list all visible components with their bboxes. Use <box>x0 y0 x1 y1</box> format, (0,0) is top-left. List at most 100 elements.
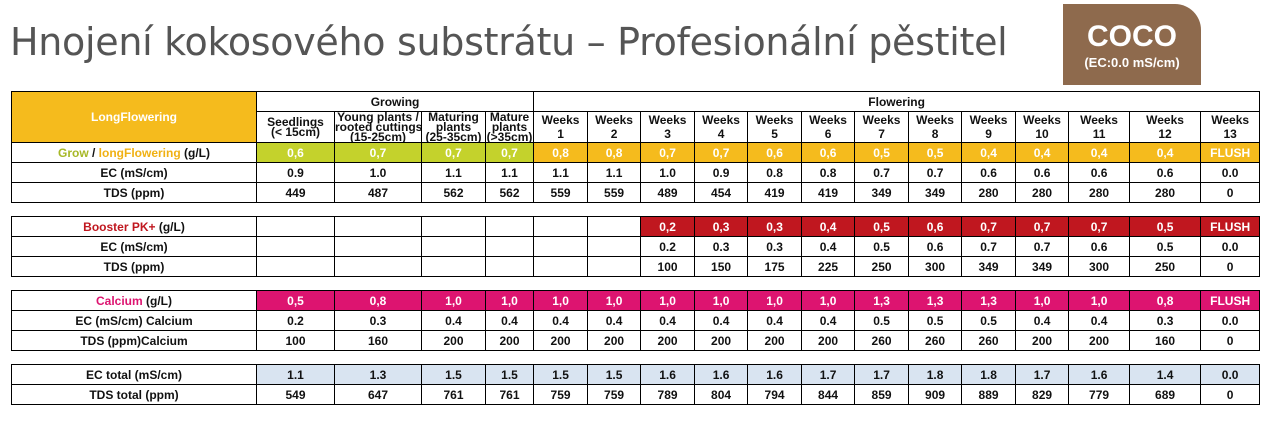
value-cell: 0.8 <box>801 162 856 183</box>
value-cell: 0,5 <box>256 290 335 311</box>
value-cell: FLUSH <box>1200 216 1261 237</box>
value-cell: 0.3 <box>334 310 422 331</box>
week-header: Weeks 1 <box>533 111 589 143</box>
value-cell: 200 <box>484 330 535 351</box>
value-cell: 0,4 <box>1068 142 1131 163</box>
booster-ec-row: EC (mS/cm) 0.2 0.3 0.3 0.4 0.5 0.6 0.7 0.7 0.6 0.5… <box>11 236 1261 257</box>
row-label: EC total (mS/cm) <box>11 364 257 385</box>
row-label: EC (mS/cm) Calcium <box>11 310 257 331</box>
value-cell: 909 <box>908 384 963 405</box>
value-cell: 0,7 <box>1068 216 1131 237</box>
value-cell: 0,6 <box>908 216 963 237</box>
value-cell: 0.3 <box>694 236 749 257</box>
value-cell: 689 <box>1129 384 1202 405</box>
value-cell: 0 <box>1200 384 1261 405</box>
growing-header: Growing <box>255 91 535 112</box>
value-cell: 0.4 <box>640 310 696 331</box>
week-header: Weeks 5 <box>747 111 803 143</box>
value-cell: 0.9 <box>694 162 749 183</box>
grow-ec-label: EC (mS/cm) <box>100 165 168 180</box>
value-cell: 300 <box>1068 256 1131 277</box>
value-cell: 0.6 <box>1015 162 1070 183</box>
value-cell: 0.3 <box>747 236 803 257</box>
booster-tds-row: TDS (ppm) 100 150 175 225 250 300 349 349 300 250 0 <box>11 256 1261 277</box>
value-cell: 1.1 <box>587 162 642 183</box>
ec-total-label: EC total (mS/cm) <box>85 367 182 382</box>
value-cell: 1,0 <box>640 290 696 311</box>
value-cell: 559 <box>533 182 589 203</box>
value-cell: 1.7 <box>801 364 856 385</box>
value-cell: 1.1 <box>533 162 589 183</box>
value-cell: 0,7 <box>334 142 422 163</box>
value-cell: 0.6 <box>908 236 963 257</box>
grow-tds-label: TDS (ppm) <box>103 185 165 200</box>
value-cell: 1,0 <box>533 290 589 311</box>
value-cell: 349 <box>961 256 1017 277</box>
value-cell: 1,0 <box>1068 290 1131 311</box>
value-cell: 260 <box>908 330 963 351</box>
spacer-cell <box>12 277 1260 291</box>
coco-badge-sub: (EC:0.0 mS/cm) <box>1084 55 1180 70</box>
calcium-ec-label: EC (mS/cm) Calcium <box>75 313 193 328</box>
value-cell: 0.7 <box>1015 236 1070 257</box>
value-cell: 1.8 <box>961 364 1017 385</box>
calcium-tds-row: TDS (ppm)Calcium 100 160 200 200 200 200 200 200… <box>11 330 1261 351</box>
value-cell <box>256 256 335 277</box>
value-cell: 487 <box>334 182 422 203</box>
value-cell: 200 <box>801 330 856 351</box>
value-cell: 0,8 <box>587 142 642 163</box>
calcium-ec-row: EC (mS/cm) Calcium 0.2 0.3 0.4 0.4 0.4 0.4 0.4 0… <box>11 310 1261 331</box>
week-header: Weeks 13 <box>1200 111 1261 143</box>
spacer-cell <box>12 203 1260 217</box>
value-cell: 1,3 <box>961 290 1017 311</box>
value-cell: 1.1 <box>421 162 486 183</box>
row-label: Calcium (g/L) <box>11 290 257 311</box>
value-cell: 0,3 <box>747 216 803 237</box>
value-cell: 0.0 <box>1200 162 1261 183</box>
value-cell: 0.2 <box>256 310 335 331</box>
value-cell: 0 <box>1200 256 1261 277</box>
value-cell: 0.5 <box>908 310 963 331</box>
value-cell: 1.0 <box>640 162 696 183</box>
value-cell: 1.7 <box>854 364 910 385</box>
value-cell: 647 <box>334 384 422 405</box>
value-cell: 1,0 <box>694 290 749 311</box>
grow-dose-row: Grow / longFlowering (g/L) 0,6 0,7 0,7 0,7 0,… <box>11 142 1261 163</box>
value-cell <box>484 216 535 237</box>
grow-label-sep: / <box>88 145 99 160</box>
value-cell <box>533 216 589 237</box>
feeding-schedule-table: LongFlowering Growing Flowering Seedling… <box>11 91 1261 405</box>
value-cell: 759 <box>587 384 642 405</box>
value-cell: 1,3 <box>854 290 910 311</box>
value-cell: 0.5 <box>854 236 910 257</box>
value-cell <box>587 216 642 237</box>
stage-header: Young plants / rooted cuttings (15-25cm) <box>334 111 422 143</box>
value-cell: 280 <box>1129 182 1202 203</box>
value-cell: 761 <box>484 384 535 405</box>
value-cell <box>484 236 535 257</box>
flowering-header: Flowering <box>533 91 1261 112</box>
spacer-row <box>12 277 1260 291</box>
page-title: Hnojení kokosového substrátu – Profesion… <box>10 20 1008 64</box>
row-label: TDS total (ppm) <box>11 384 257 405</box>
value-cell: 1.7 <box>1015 364 1070 385</box>
value-cell: 0.6 <box>961 162 1017 183</box>
value-cell: 804 <box>694 384 749 405</box>
spacer-row <box>12 203 1260 217</box>
row-label: Grow / longFlowering (g/L) <box>11 142 257 163</box>
value-cell: 0,7 <box>694 142 749 163</box>
value-cell: 0.4 <box>801 310 856 331</box>
value-cell: 1,0 <box>801 290 856 311</box>
week-header: Weeks 4 <box>694 111 749 143</box>
value-cell: 0,7 <box>421 142 486 163</box>
value-cell: 0.8 <box>747 162 803 183</box>
value-cell: FLUSH <box>1200 290 1261 311</box>
value-cell: 794 <box>747 384 803 405</box>
week-header: Weeks 2 <box>587 111 642 143</box>
value-cell: 280 <box>961 182 1017 203</box>
value-cell: 0.4 <box>747 310 803 331</box>
value-cell: 0.0 <box>1200 236 1261 257</box>
value-cell: 859 <box>854 384 910 405</box>
value-cell <box>587 236 642 257</box>
value-cell: 349 <box>1015 256 1070 277</box>
